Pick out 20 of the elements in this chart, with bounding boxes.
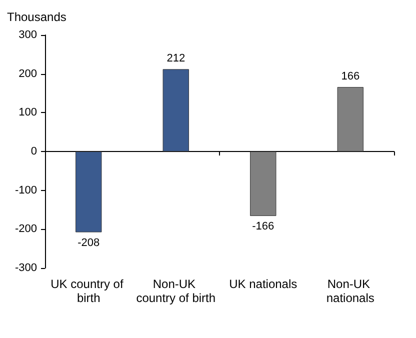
x-tick-label: UK nationals — [229, 277, 298, 291]
bar — [76, 152, 102, 232]
y-tick-label: -200 — [14, 223, 37, 236]
y-tick-label: -300 — [14, 262, 37, 274]
y-tick-label: 100 — [18, 106, 37, 119]
data-label: -208 — [78, 236, 100, 249]
x-tick-label: Non-UK nationals — [326, 277, 374, 305]
x-tick-label: UK country of birth — [50, 277, 127, 305]
x-tick-label: Non-UK country of birth — [136, 277, 216, 305]
y-tick-label: 0 — [30, 146, 37, 158]
bar — [337, 87, 364, 152]
y-tick-label: 300 — [18, 29, 37, 41]
data-label: -166 — [252, 220, 274, 232]
bar — [250, 152, 276, 216]
data-label: 166 — [341, 70, 360, 83]
y-tick-label: 200 — [18, 68, 37, 80]
bar — [162, 69, 189, 152]
y-tick-label: -100 — [14, 184, 37, 196]
data-label: 212 — [166, 52, 186, 65]
y-axis-title: Thousands — [7, 10, 66, 24]
